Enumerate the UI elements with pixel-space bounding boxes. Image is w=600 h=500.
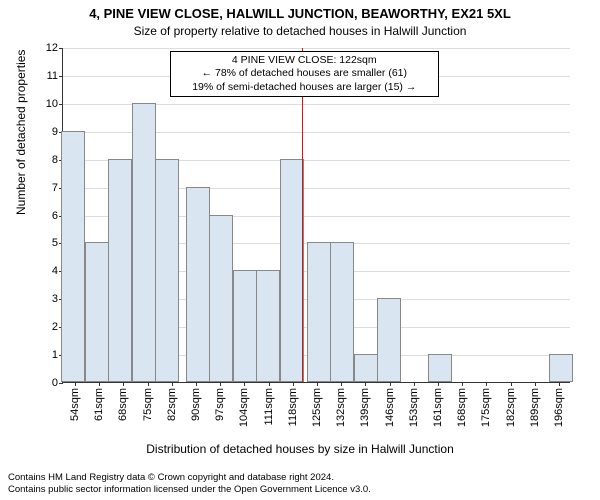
footer: Contains HM Land Registry data © Crown c… [8,472,592,496]
bar [61,131,85,382]
xtick-mark [390,382,391,386]
xtick-label: 125sqm [311,388,323,427]
bar [280,159,304,382]
footer-line-2: Contains public sector information licen… [8,484,592,496]
ytick-mark [59,76,63,77]
ytick-label: 10 [46,98,58,110]
bar [549,354,573,382]
xtick-mark [535,382,536,386]
xtick-mark [438,382,439,386]
ytick-label: 4 [52,265,58,277]
xtick-mark [365,382,366,386]
ytick-label: 1 [52,349,58,361]
ytick-label: 9 [52,126,58,138]
xtick-label: 175sqm [480,388,492,427]
ytick-mark [59,48,63,49]
xtick-mark [486,382,487,386]
xtick-mark [196,382,197,386]
footer-line-1: Contains HM Land Registry data © Crown c… [8,472,592,484]
xtick-mark [172,382,173,386]
xtick-mark [341,382,342,386]
ytick-label: 8 [52,154,58,166]
xtick-label: 68sqm [117,388,129,421]
bar [85,242,109,382]
xtick-mark [462,382,463,386]
page-title: 4, PINE VIEW CLOSE, HALWILL JUNCTION, BE… [0,0,600,21]
ytick-label: 6 [52,210,58,222]
ytick-label: 5 [52,237,58,249]
ytick-label: 11 [47,70,58,82]
x-axis-label: Distribution of detached houses by size … [0,442,600,456]
bar [155,159,179,382]
annotation-line: 19% of semi-detached houses are larger (… [177,81,432,94]
ytick-label: 7 [52,182,58,194]
xtick-label: 82sqm [166,388,178,421]
ytick-label: 2 [52,321,58,333]
annotation-line: ← 78% of detached houses are smaller (61… [177,67,432,80]
ytick-label: 3 [52,293,58,305]
xtick-mark [511,382,512,386]
xtick-label: 196sqm [553,388,565,427]
xtick-label: 61sqm [93,388,105,421]
xtick-label: 146sqm [384,388,396,427]
xtick-label: 104sqm [238,388,250,427]
xtick-label: 90sqm [190,388,202,421]
xtick-label: 111sqm [263,388,275,426]
xtick-label: 75sqm [142,388,154,421]
ytick-mark [59,383,63,384]
ytick-label: 12 [46,42,58,54]
reference-line [302,48,303,382]
annotation-box: 4 PINE VIEW CLOSE: 122sqm← 78% of detach… [170,51,439,96]
xtick-mark [99,382,100,386]
xtick-label: 118sqm [287,388,299,426]
xtick-mark [148,382,149,386]
page-subtitle: Size of property relative to detached ho… [0,21,600,38]
bar [330,242,354,382]
xtick-mark [123,382,124,386]
annotation-line: 4 PINE VIEW CLOSE: 122sqm [177,54,432,67]
plot-region: 012345678910111254sqm61sqm68sqm75sqm82sq… [62,48,570,383]
y-axis-label: Number of detached properties [14,50,28,215]
xtick-mark [269,382,270,386]
gridline [63,48,570,49]
xtick-mark [559,382,560,386]
ytick-mark [59,104,63,105]
xtick-mark [317,382,318,386]
bar [354,354,378,382]
xtick-mark [414,382,415,386]
xtick-label: 189sqm [529,388,541,427]
chart-area: 012345678910111254sqm61sqm68sqm75sqm82sq… [62,48,570,383]
bar [233,270,257,382]
xtick-label: 54sqm [69,388,81,421]
bar [307,242,331,382]
bar [108,159,132,382]
xtick-label: 161sqm [432,388,444,427]
xtick-label: 153sqm [408,388,420,427]
bar [256,270,280,382]
xtick-mark [75,382,76,386]
bar [186,187,210,382]
bar [377,298,401,382]
xtick-mark [220,382,221,386]
xtick-label: 139sqm [359,388,371,427]
xtick-label: 168sqm [456,388,468,427]
bar [428,354,452,382]
bar [132,103,156,382]
xtick-mark [244,382,245,386]
xtick-mark [293,382,294,386]
ytick-label: 0 [52,377,58,389]
xtick-label: 132sqm [335,388,347,427]
bar [209,215,233,383]
xtick-label: 97sqm [214,388,226,421]
xtick-label: 182sqm [505,388,517,427]
